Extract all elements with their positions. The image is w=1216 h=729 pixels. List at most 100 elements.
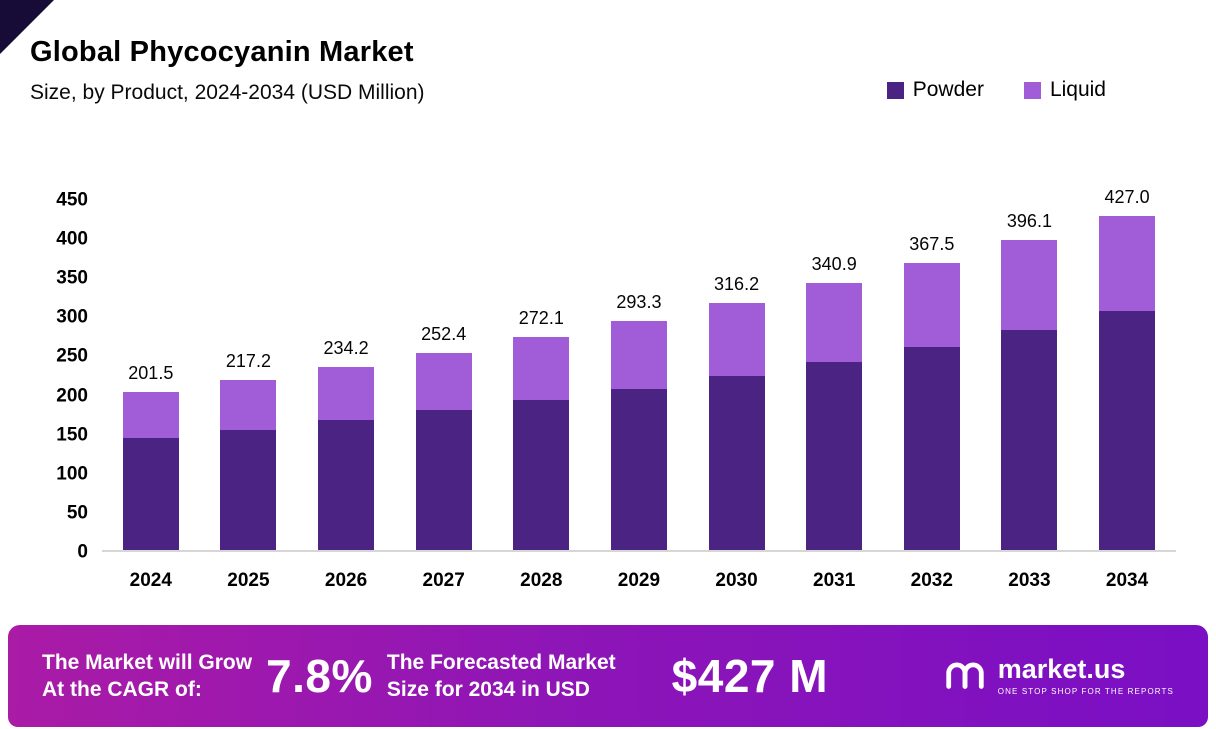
y-tick-label: 350 — [56, 267, 88, 289]
bar-segment-powder — [610, 388, 667, 550]
bar-stack — [708, 302, 765, 550]
x-axis-label: 2026 — [324, 570, 368, 591]
bar-stack — [806, 283, 863, 550]
bar-stack — [318, 366, 375, 550]
legend-swatch — [886, 81, 904, 99]
bar-segment-powder — [318, 420, 375, 550]
bar-total-label: 293.3 — [616, 291, 662, 312]
bar-stack — [415, 352, 472, 550]
bar-group: 217.2 — [220, 351, 277, 550]
bar-segment-powder — [415, 409, 472, 550]
bar-segment-powder — [1001, 330, 1058, 550]
bar-total-label: 367.5 — [909, 233, 955, 254]
bar-total-label: 252.4 — [421, 323, 467, 344]
bar-total-label: 427.0 — [1104, 187, 1150, 207]
bar-segment-liquid — [806, 283, 863, 363]
x-axis: 2024 2025 2026 2027 2028 2029 2030 2031 2032 2033… — [102, 552, 1176, 596]
plot-area: 201.5 217.2 234.2 252.4 272.1 293.3 316.2 340.9… — [102, 187, 1176, 552]
bar-segment-liquid — [220, 380, 277, 430]
bar-stack — [513, 337, 570, 550]
bar-stack — [220, 380, 277, 550]
legend-item-powder: Powder — [886, 78, 984, 102]
bar-group: 396.1 — [1001, 211, 1058, 550]
bar-total-label: 234.2 — [323, 337, 369, 358]
y-tick-label: 450 — [56, 189, 88, 211]
bar-total-label: 272.1 — [518, 308, 564, 329]
bar-segment-liquid — [513, 337, 570, 400]
legend-item-liquid: Liquid — [1023, 78, 1106, 102]
bar-segment-liquid — [318, 366, 375, 421]
forecast-label: The Forecasted Market Size for 2034 in U… — [387, 649, 616, 704]
x-axis-label: 2031 — [813, 570, 856, 591]
y-tick-label: 400 — [56, 228, 88, 250]
bar-stack — [1099, 216, 1156, 550]
x-axis-label: 2024 — [129, 570, 172, 591]
bar-stack — [1001, 240, 1058, 550]
bar-segment-powder — [806, 362, 863, 550]
bar-segment-powder — [708, 375, 765, 550]
x-axis-label: 2030 — [715, 570, 758, 591]
x-axis-label: 2032 — [910, 570, 953, 591]
forecast-label-line1: The Forecasted Market — [386, 650, 616, 674]
cagr-label-line1: The Market will Grow — [42, 650, 253, 674]
brand-name: market.us — [997, 654, 1126, 684]
x-axis-label: 2025 — [227, 570, 270, 591]
y-tick-label: 300 — [56, 306, 88, 328]
cagr-label: The Market will Grow At the CAGR of: — [42, 649, 252, 704]
x-axis-label: 2029 — [617, 570, 661, 591]
bar-segment-powder — [1099, 310, 1156, 550]
bar-segment-powder — [903, 347, 960, 550]
market-us-logo-icon — [942, 651, 988, 702]
bar-group: 427.0 — [1099, 187, 1156, 550]
bar-group: 340.9 — [806, 254, 863, 550]
brand-block: market.us ONE STOP SHOP FOR THE REPORTS — [942, 651, 1174, 702]
y-tick-label: 200 — [56, 385, 88, 407]
bar-stack — [610, 320, 667, 550]
bar-segment-liquid — [122, 392, 179, 439]
bar-group: 316.2 — [708, 273, 765, 550]
corner-decoration — [0, 0, 54, 54]
page-subtitle: Size, by Product, 2024-2034 (USD Million… — [30, 81, 425, 104]
y-tick-label: 50 — [66, 502, 88, 524]
bar-stack — [122, 392, 179, 550]
legend: Powder Liquid — [886, 78, 1106, 102]
bar-stack — [903, 262, 960, 550]
bar-total-label: 396.1 — [1006, 211, 1052, 232]
page-title: Global Phycocyanin Market — [30, 36, 414, 68]
y-axis: 0 50 100 150 200 250 300 350 400 450 — [30, 191, 102, 562]
bar-segment-liquid — [1099, 216, 1156, 311]
forecast-label-line2: Size for 2034 in USD — [386, 678, 590, 701]
stacked-bar-chart: 0 50 100 150 200 250 300 350 400 450 201.5 217.2 23… — [30, 187, 1176, 596]
brand-tagline: ONE STOP SHOP FOR THE REPORTS — [997, 687, 1174, 696]
bar-segment-liquid — [903, 262, 960, 348]
bar-group: 234.2 — [318, 337, 375, 550]
y-tick-label: 250 — [56, 345, 88, 367]
bar-group: 293.3 — [610, 291, 667, 550]
bar-total-label: 340.9 — [811, 254, 857, 275]
bar-group: 252.4 — [415, 323, 472, 550]
bar-segment-liquid — [1001, 240, 1058, 331]
bar-group: 272.1 — [513, 308, 570, 550]
legend-label: Powder — [912, 78, 984, 101]
x-axis-label: 2034 — [1105, 570, 1149, 591]
bars: 201.5 217.2 234.2 252.4 272.1 293.3 316.2 340.9… — [102, 187, 1176, 550]
x-axis-label: 2028 — [520, 570, 563, 591]
bar-segment-powder — [513, 399, 570, 550]
cagr-value: 7.8% — [266, 650, 373, 702]
legend-label: Liquid — [1049, 78, 1106, 101]
forecast-value: $427 M — [671, 650, 829, 702]
bar-segment-powder — [220, 429, 277, 550]
y-tick-label: 100 — [56, 463, 88, 485]
bar-total-label: 316.2 — [714, 273, 760, 294]
bar-segment-liquid — [610, 320, 667, 389]
y-tick-label: 0 — [77, 541, 88, 563]
legend-swatch — [1023, 81, 1041, 99]
bar-segment-liquid — [415, 352, 472, 410]
bar-total-label: 217.2 — [225, 351, 271, 372]
y-tick-label: 150 — [56, 424, 88, 446]
bar-segment-liquid — [708, 302, 765, 376]
x-axis-label: 2027 — [422, 570, 465, 591]
cagr-label-line2: At the CAGR of: — [42, 678, 202, 701]
x-axis-label: 2033 — [1008, 570, 1051, 591]
bottom-banner: The Market will Grow At the CAGR of: 7.8… — [8, 625, 1208, 727]
